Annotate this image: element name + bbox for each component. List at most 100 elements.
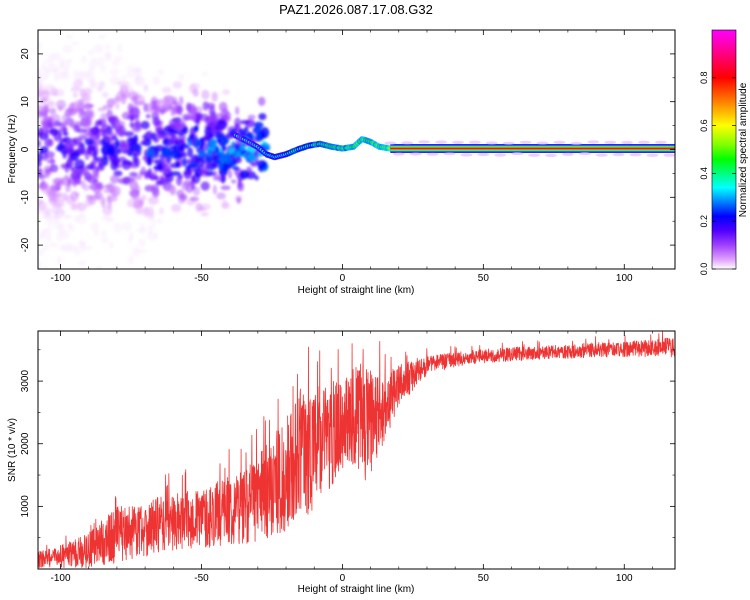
spectrogram-ridge-point [387,147,391,150]
spectrogram-noise-blob [150,172,156,178]
spectrogram-noise-blob [253,151,258,157]
spectrogram-noise-blob [72,92,79,98]
spectrogram-band-fringe [553,140,566,144]
spectrogram-noise-blob [223,153,228,163]
spectrogram-band-fringe [663,153,675,157]
spectrogram-noise-blob [150,99,157,111]
spectrogram-noise-blob [44,151,55,159]
spectrogram-noise-blob [147,211,155,220]
snr-y-tick-label: 2000 [20,432,31,455]
spectrogram-noise-blob [58,57,65,69]
spectrogram-y-tick-label: 0 [20,146,31,152]
spectrogram-band-fringe [621,140,634,145]
spectrogram-noise-blob [116,91,123,102]
spectrogram-noise-blob [135,67,143,76]
spectrogram-noise-blob [38,294,46,301]
spectrogram-noise-blob [62,242,72,253]
spectrogram-noise-blob [126,69,135,79]
spectrogram-band-fringe [595,153,608,157]
spectrogram-noise-blob [84,153,90,160]
snr-x-ticks: -100 -50 0 50 100 [51,331,653,584]
spectrogram-noise-blob [170,135,179,146]
spectrogram-noise-blob [88,196,96,206]
spectrogram-x-tick-label: 100 [616,273,633,284]
colorbar-tick-label: 0.2 [699,215,709,228]
spectrogram-noise-blob [76,142,85,148]
spectrogram-band-fringe [654,140,667,144]
spectrogram-noise-blob [102,155,109,166]
spectrogram-noise-blob [212,171,218,181]
spectrogram-noise-blob [146,225,154,234]
spectrogram-noise-blob [56,143,67,152]
spectrogram-noise-blob [202,101,209,111]
snr-panel: -100 -50 0 50 100 1000 2000 3000 Height of str… [7,330,676,595]
spectrogram-noise-blob [243,126,249,133]
spectrogram-noise-blob [98,80,105,87]
spectrogram-noise-blob [78,113,87,119]
colorbar-gradient [712,30,736,269]
spectrogram-band-fringe [536,141,549,145]
spectrogram-noise-blob [134,94,146,106]
spectrogram-noise-blob [144,173,150,180]
spectrogram-noise-blob [236,197,241,204]
spectrogram-noise-blob [189,196,199,202]
spectrogram-noise-blob [78,260,87,266]
colorbar-tick-label: 0.4 [699,167,709,180]
spectrogram-noise-blob [129,179,139,191]
spectrogram-noise-blob [239,170,250,179]
snr-x-axis-label: Height of straight line (km) [298,584,415,595]
spectrogram-noise-blob [100,113,107,120]
spectrogram-noise-blob [94,157,104,162]
spectrogram-noise-blob [88,60,98,70]
spectrogram-noise-blob [132,150,142,157]
spectrogram-noise-blob [161,169,171,174]
spectrogram-noise-blob [159,108,168,114]
spectrogram-noise-blob [215,125,225,131]
spectrogram-noise-blob [178,133,186,143]
spectrogram-band-fringe [435,140,448,144]
spectrogram-noise-blob [121,111,132,120]
spectrogram-noise-blob [38,201,48,211]
spectrogram-noise-blob [200,181,210,191]
spectrogram-band-fringe [468,140,481,144]
spectrogram-noise-blob [98,34,106,40]
spectrogram-noise-blob [222,163,229,173]
spectrogram-noise-blob [214,158,221,165]
spectrogram-noise-blob [65,34,73,40]
spectrogram-noise-blob [100,230,108,237]
spectrogram-noise-blob [188,134,195,140]
spectrogram-noise-blob [95,264,103,269]
spectrogram-noise-blob [55,200,66,209]
spectrogram-noise-blob [134,157,140,166]
spectrogram-band-fringe [578,152,591,156]
spectrogram-noise-blob [76,202,87,212]
spectrogram-noise-blob [98,162,103,168]
spectrogram-noise-blob [195,158,205,169]
spectrogram-noise-blob [95,182,102,189]
spectrogram-noise-blob [235,155,242,164]
spectrogram-noise-blob [131,96,138,104]
spectrogram-noise-blob [102,205,113,216]
spectrogram-noise-blob [258,113,267,121]
spectrogram-noise-blob [56,181,62,191]
spectrogram-noise-blob [129,121,134,128]
spectrogram-band-fringe [570,141,583,146]
snr-x-tick-label: -50 [194,573,209,584]
spectrogram-noise-blob [116,81,122,86]
spectrogram-noise-blob [129,172,138,177]
figure-title: PAZ1.2026.087.17.08.G32 [279,2,433,17]
spectrogram-noise-blob [179,96,184,106]
spectrogram-noise-blob [68,103,80,109]
spectrogram-noise-blob [58,223,65,235]
colorbar-tick-label: 0.0 [699,263,709,276]
spectrogram-noise-blob [85,69,92,76]
spectrogram-noise-blob [216,139,222,143]
colorbar-label: Normalized spectral amplitude [738,82,749,217]
spectrogram-noise-blob [234,117,242,129]
spectrogram-band-fringe [646,153,659,157]
spectrogram-noise-blobs [38,30,271,301]
snr-x-tick-label: 100 [616,573,633,584]
spectrogram-noise-blob [170,171,181,177]
spectrogram-noise-blob [183,169,192,180]
spectrogram-noise-blob [153,231,159,240]
